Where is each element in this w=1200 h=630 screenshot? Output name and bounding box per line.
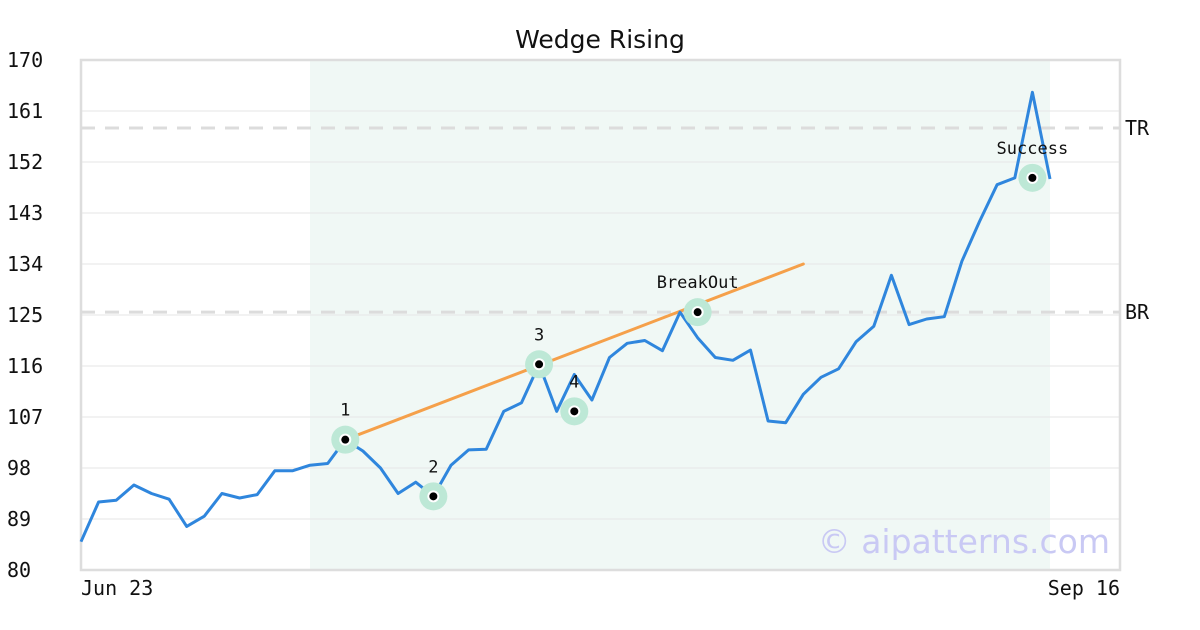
pattern-point-breakout [691,306,704,319]
pattern-point-2 [427,490,440,503]
y-tick-label: 134 [7,252,43,276]
y-tick-label: 89 [7,507,31,531]
y-tick-label: 116 [7,354,43,378]
y-tick-label: 98 [7,456,31,480]
level-label-tr: TR [1125,116,1150,140]
level-label-br: BR [1125,300,1150,324]
y-tick-label: 143 [7,201,43,225]
pattern-point-label-success: Success [997,139,1069,159]
pattern-point-label-3: 3 [534,325,544,345]
pattern-point-4 [568,405,581,418]
wedge-trendline [343,262,805,442]
price-series-line [79,90,1052,543]
y-tick-label: 152 [7,150,43,174]
y-tick-label: 161 [7,99,43,123]
pattern-point-label-breakout: BreakOut [657,273,739,293]
pattern-point-label-4: 4 [569,372,579,392]
chart-title: Wedge Rising [515,25,685,54]
y-tick-label: 170 [7,48,43,72]
pattern-point-label-1: 1 [340,401,350,421]
pattern-point-1 [339,433,352,446]
x-tick-label: Sep 16 [1048,576,1120,600]
y-tick-label: 107 [7,405,43,429]
x-tick-label: Jun 23 [81,576,153,600]
pattern-point-3 [533,358,546,371]
pattern-point-label-2: 2 [428,457,438,477]
plot-frame [79,58,1122,572]
pattern-point-success [1026,171,1039,184]
watermark: © aipatterns.com [818,522,1110,561]
y-tick-label: 80 [7,558,31,582]
y-tick-label: 125 [7,303,43,327]
